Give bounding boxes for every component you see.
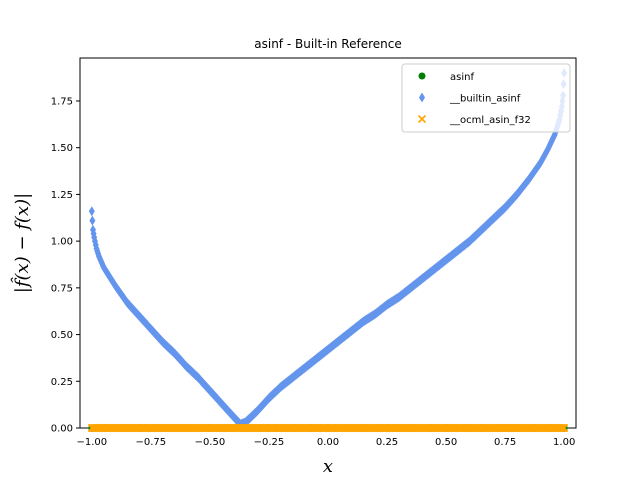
x-tick-label: 0.75 (494, 437, 516, 448)
data-point (89, 215, 96, 226)
legend-marker (418, 72, 426, 80)
series-layer (87, 67, 569, 433)
x-tick-label: 0.50 (435, 437, 457, 448)
legend-label: asinf (450, 72, 474, 83)
x-axis-label: x (323, 456, 333, 477)
legend-label: __ocml_asin_f32 (449, 115, 531, 126)
x-tick-label: −0.25 (254, 437, 285, 448)
x-tick-label: 0.25 (376, 437, 398, 448)
series-ocml-asin-f32 (87, 423, 569, 433)
legend-frame (401, 63, 571, 133)
y-axis-label: |f̂(x) − f(x)| (10, 193, 33, 293)
y-tick-label: 1.75 (51, 96, 73, 107)
legend-marker (419, 92, 425, 103)
y-tick-label: 1.00 (51, 237, 73, 248)
x-tick-label: −1.00 (76, 437, 107, 448)
x-tick-label: 0.00 (317, 437, 339, 448)
x-tick-label: 1.00 (553, 437, 575, 448)
chart-title: asinf - Built-in Reference (254, 37, 401, 51)
legend-label: __builtin_asinf (449, 94, 521, 105)
legend: asinf __builtin_asinf __ocml_asin_f32 (401, 63, 571, 133)
y-tick-label: 1.25 (51, 190, 73, 201)
y-tick-label: 0.00 (51, 424, 73, 435)
x-tick-label: −0.50 (195, 437, 226, 448)
data-point (88, 206, 95, 217)
legend-marker (417, 114, 427, 124)
data-point (560, 423, 569, 433)
series-builtin-asinf (88, 67, 568, 430)
y-axis: 0.00 0.25 0.50 0.75 1.00 1.25 1.50 1.75 (51, 96, 80, 435)
y-tick-label: 1.50 (51, 143, 73, 154)
x-tick-label: −0.75 (136, 437, 167, 448)
y-tick-label: 0.75 (51, 283, 73, 294)
y-tick-label: 0.25 (51, 377, 73, 388)
y-tick-label: 0.50 (51, 330, 73, 341)
